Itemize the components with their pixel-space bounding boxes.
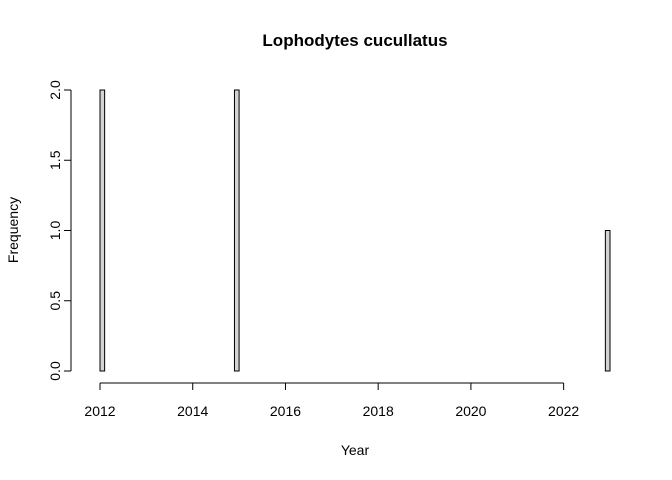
histogram-bars	[99, 89, 611, 372]
x-tick-label: 2014	[177, 403, 208, 419]
y-axis-label: Frequency	[5, 197, 21, 263]
x-tick-label: 2022	[548, 403, 579, 419]
y-tick-label: 0.5	[47, 291, 63, 311]
y-tick-label: 2.0	[47, 80, 63, 100]
x-tick-label: 2016	[270, 403, 301, 419]
chart-title: Lophodytes cucullatus	[262, 31, 447, 50]
y-tick-label: 1.5	[47, 150, 63, 170]
histogram-bar	[604, 230, 611, 372]
x-tick-label: 2012	[84, 403, 115, 419]
x-tick-label: 2020	[455, 403, 486, 419]
x-axis: 2012 2014 2016 2018 2020 2022	[84, 382, 579, 419]
y-tick-label: 0.0	[47, 361, 63, 381]
x-axis-label: Year	[341, 442, 370, 458]
y-tick-label: 1.0	[47, 221, 63, 241]
histogram-bar	[99, 89, 106, 372]
y-axis: 0.0 0.5 1.0 1.5 2.0	[47, 80, 72, 381]
x-tick-label: 2018	[363, 403, 394, 419]
histogram-bar	[233, 89, 240, 372]
